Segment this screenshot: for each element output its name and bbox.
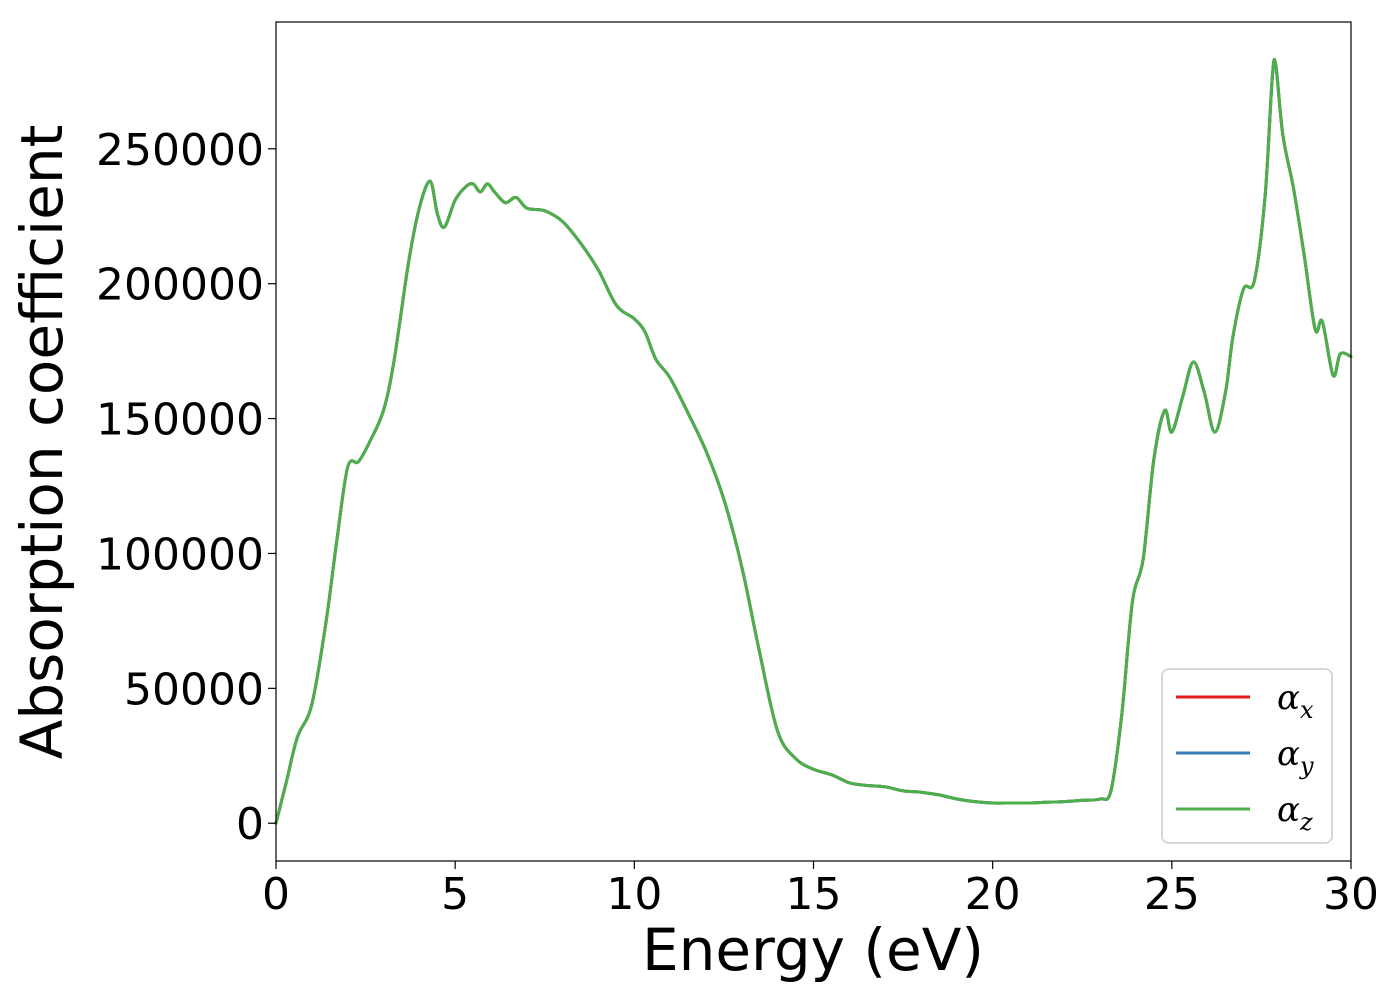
legend-label-y: αy bbox=[1277, 734, 1314, 780]
y-tick-label: 100000 bbox=[96, 529, 264, 580]
y-tick-label: 0 bbox=[236, 799, 264, 850]
y-tick-label: 50000 bbox=[124, 664, 264, 715]
legend-symbol: α bbox=[1277, 734, 1300, 774]
x-tick-label: 30 bbox=[1323, 869, 1379, 920]
plot-lines bbox=[274, 57, 1353, 825]
legend-symbol: α bbox=[1277, 678, 1300, 718]
y-axis-title: Absorption coefficient bbox=[8, 125, 76, 760]
legend-label-z: αz bbox=[1277, 790, 1313, 836]
x-tick-label: 25 bbox=[1144, 869, 1200, 920]
legend-subscript: z bbox=[1299, 808, 1313, 836]
x-axis-title: Energy (eV) bbox=[642, 916, 984, 984]
y-tick-label: 150000 bbox=[96, 395, 264, 446]
x-tick-label: 10 bbox=[606, 869, 662, 920]
x-axis-ticks: 0 5 10 15 20 25 30 bbox=[262, 861, 1379, 920]
series-line-3 bbox=[274, 57, 1353, 825]
legend-box bbox=[1161, 668, 1333, 844]
x-tick-label: 0 bbox=[262, 869, 290, 920]
legend-subscript: y bbox=[1299, 752, 1314, 780]
legend-label-x: αx bbox=[1277, 678, 1314, 724]
legend-subscript: x bbox=[1300, 696, 1314, 724]
x-tick-label: 15 bbox=[786, 869, 842, 920]
legend-symbol: α bbox=[1277, 790, 1300, 830]
y-tick-label: 200000 bbox=[96, 260, 264, 311]
x-tick-label: 5 bbox=[441, 869, 469, 920]
x-tick-label: 20 bbox=[965, 869, 1021, 920]
y-axis-ticks: 0 50000 100000 150000 200000 250000 bbox=[96, 125, 276, 850]
y-tick-label: 250000 bbox=[96, 125, 264, 176]
